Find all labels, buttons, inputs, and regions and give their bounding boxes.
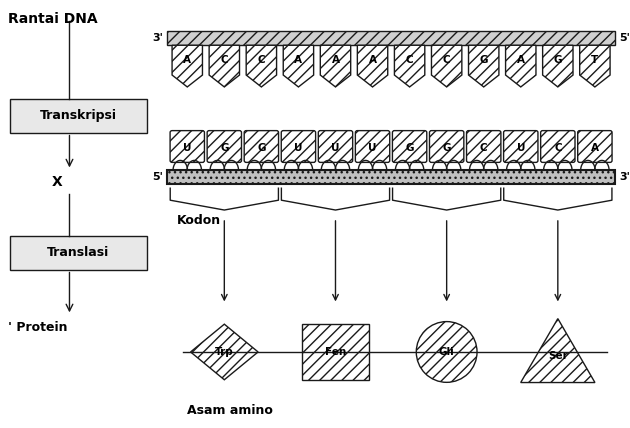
Text: 3': 3' [619,172,630,182]
Text: G: G [220,143,229,153]
Text: U: U [369,143,377,153]
FancyBboxPatch shape [503,131,538,162]
Polygon shape [320,45,351,87]
Text: C: C [443,55,450,65]
Text: C: C [406,55,413,65]
FancyBboxPatch shape [467,131,501,162]
FancyBboxPatch shape [318,131,353,162]
Bar [167,31,616,45]
Polygon shape [190,324,258,380]
Polygon shape [246,45,277,87]
Text: C: C [258,55,265,65]
FancyBboxPatch shape [578,131,612,162]
Text: Translasi: Translasi [47,246,110,259]
Text: Fen: Fen [325,347,346,357]
Text: Rantai DNA: Rantai DNA [8,12,98,27]
Text: G: G [442,143,451,153]
FancyBboxPatch shape [207,131,241,162]
FancyBboxPatch shape [430,131,464,162]
Text: Gli: Gli [438,347,454,357]
Bar [10,236,147,270]
Text: A: A [331,55,340,65]
Polygon shape [506,45,536,87]
Polygon shape [580,45,610,87]
Polygon shape [172,45,202,87]
Polygon shape [357,45,387,87]
Text: A: A [591,143,599,153]
Bar [302,324,369,380]
Polygon shape [432,45,462,87]
Text: C: C [480,143,488,153]
Text: G: G [257,143,266,153]
Text: Asam amino: Asam amino [186,404,273,416]
Text: Ser: Ser [548,351,568,361]
Text: U: U [331,143,340,153]
Text: Trp: Trp [215,347,234,357]
Text: C: C [220,55,228,65]
Text: Transkripsi: Transkripsi [40,109,117,122]
Text: G: G [554,55,562,65]
FancyBboxPatch shape [244,131,278,162]
Text: U: U [517,143,525,153]
Text: ' Protein: ' Protein [8,321,67,334]
Polygon shape [209,45,239,87]
Polygon shape [542,45,573,87]
FancyBboxPatch shape [355,131,390,162]
Text: 5': 5' [152,172,163,182]
Text: 3': 3' [152,33,163,43]
FancyBboxPatch shape [541,131,575,162]
Polygon shape [521,318,595,383]
Text: A: A [517,55,525,65]
Text: 5': 5' [619,33,630,43]
FancyBboxPatch shape [281,131,316,162]
Text: Kodon: Kodon [176,214,220,227]
Bar [167,170,616,184]
Text: A: A [294,55,302,65]
Text: A: A [369,55,377,65]
FancyBboxPatch shape [170,131,205,162]
Text: U: U [183,143,192,153]
Text: A: A [183,55,192,65]
Text: X: X [52,175,63,189]
Polygon shape [284,45,314,87]
Text: U: U [294,143,302,153]
Polygon shape [394,45,425,87]
Text: T: T [592,55,598,65]
Text: G: G [479,55,488,65]
Text: C: C [554,143,561,153]
FancyBboxPatch shape [392,131,427,162]
Text: G: G [405,143,414,153]
Circle shape [416,321,477,382]
Polygon shape [469,45,499,87]
Bar [10,99,147,133]
